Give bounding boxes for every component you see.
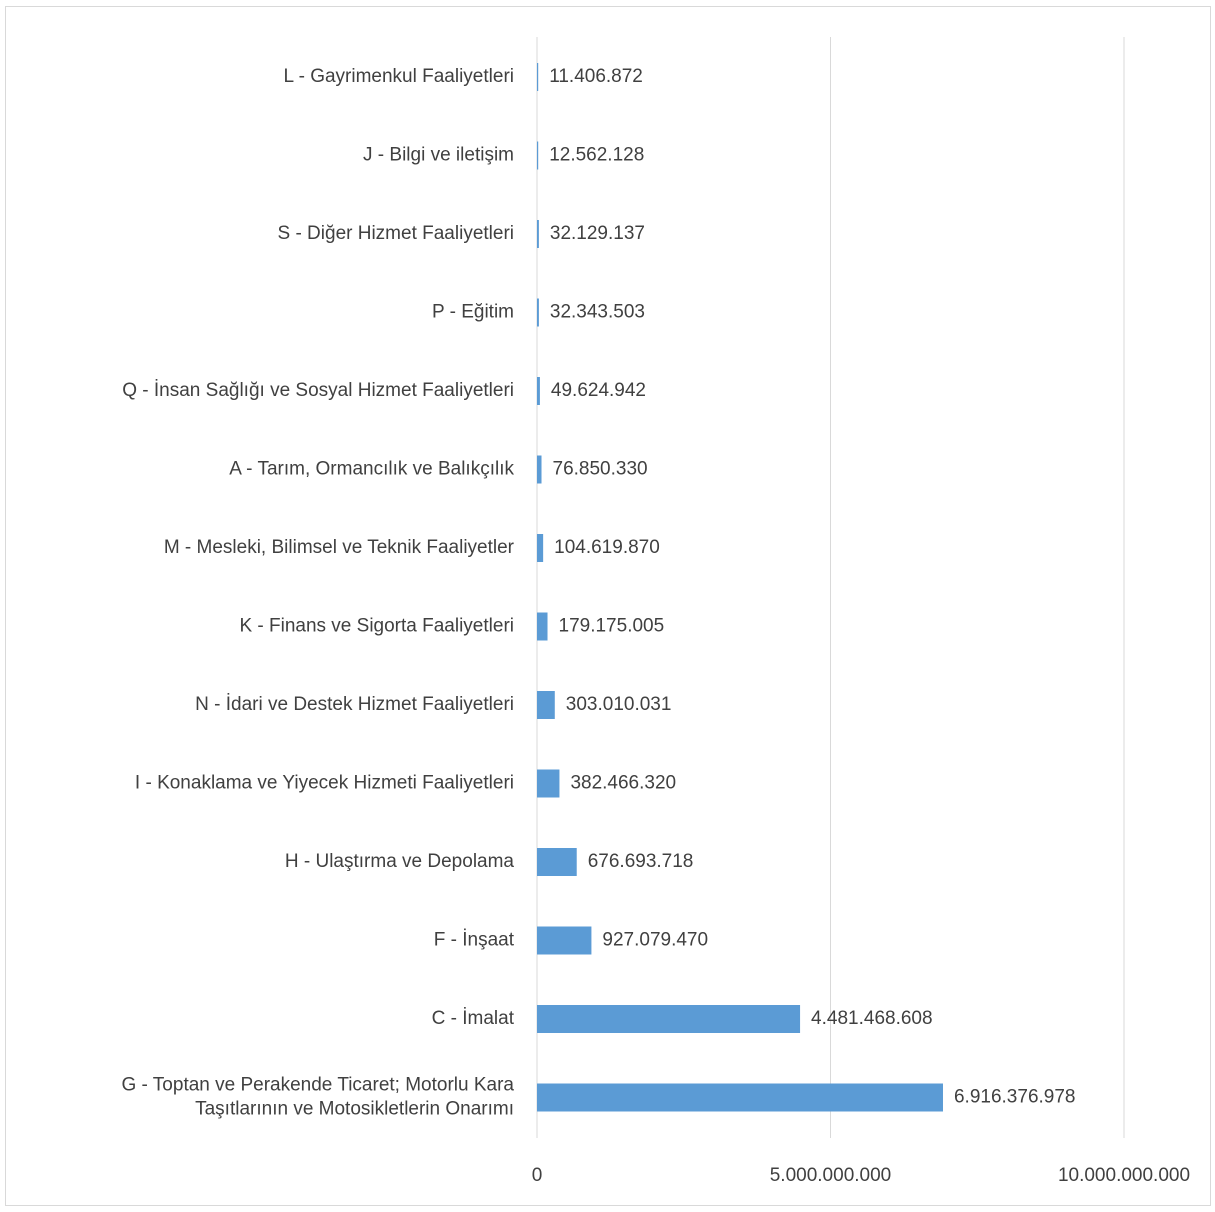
data-label: 927.079.470 <box>602 930 708 951</box>
category-label: N - İdari ve Destek Hizmet Faaliyetleri <box>195 694 514 715</box>
category-label: A - Tarım, Ormancılık ve Balıkçılık <box>229 459 514 480</box>
category-label: C - İmalat <box>432 1008 515 1029</box>
category-label: Taşıtlarının ve Motosikletlerin Onarımı <box>195 1099 514 1120</box>
bar <box>537 377 540 405</box>
bar <box>537 455 542 484</box>
x-tick-label: 5.000.000.000 <box>770 1165 892 1186</box>
data-label: 49.624.942 <box>551 380 646 401</box>
category-label: K - Finans ve Sigorta Faaliyetleri <box>239 616 514 637</box>
data-label: 6.916.376.978 <box>954 1087 1076 1108</box>
bar <box>537 612 548 641</box>
data-label: 32.129.137 <box>550 223 645 244</box>
x-tick-label: 0 <box>532 1165 543 1186</box>
bar <box>537 141 539 170</box>
data-label: 11.406.872 <box>549 66 643 87</box>
bar <box>537 1005 801 1033</box>
data-label: 32.343.503 <box>550 302 645 323</box>
category-label: M - Mesleki, Bilimsel ve Teknik Faaliyet… <box>164 537 515 558</box>
grid-layer <box>536 37 1125 1138</box>
data-label: 104.619.870 <box>554 537 660 558</box>
category-label: Q - İnsan Sağlığı ve Sosyal Hizmet Faali… <box>122 380 514 401</box>
bar <box>537 63 539 91</box>
tick-layer: 0 5.000.000.000 10.000.000.000 <box>532 1165 1190 1186</box>
bar <box>537 926 592 955</box>
data-label: 676.693.718 <box>588 851 694 872</box>
bar <box>537 534 544 562</box>
bar <box>537 1083 943 1112</box>
bar <box>537 769 560 798</box>
data-label: 179.175.005 <box>559 616 665 637</box>
category-label: F - İnşaat <box>434 930 515 951</box>
category-label: J - Bilgi ve iletişim <box>363 145 514 166</box>
bar-chart: 11.406.872 L - Gayrimenkul Faaliyetleri 12… <box>121 37 1190 1186</box>
category-label: H - Ulaştırma ve Depolama <box>285 851 515 872</box>
data-label: 382.466.320 <box>570 773 676 794</box>
label-layer: 11.406.872 L - Gayrimenkul Faaliyetleri 12… <box>121 66 1075 1120</box>
data-label: 4.481.468.608 <box>811 1008 933 1029</box>
bar-layer <box>537 63 943 1112</box>
category-label: P - Eğitim <box>432 302 514 323</box>
category-label: S - Diğer Hizmet Faaliyetleri <box>278 223 515 244</box>
category-label: L - Gayrimenkul Faaliyetleri <box>283 66 514 87</box>
category-label: G - Toptan ve Perakende Ticaret; Motorlu… <box>121 1075 514 1096</box>
data-label: 303.010.031 <box>566 694 672 715</box>
x-tick-label: 10.000.000.000 <box>1058 1165 1190 1186</box>
chart-frame: 11.406.872 L - Gayrimenkul Faaliyetleri 12… <box>5 6 1211 1206</box>
category-label: I - Konaklama ve Yiyecek Hizmeti Faaliye… <box>135 773 514 794</box>
bar <box>537 298 539 327</box>
data-label: 76.850.330 <box>553 459 648 480</box>
bar <box>537 848 577 876</box>
data-label: 12.562.128 <box>549 145 644 166</box>
bar <box>537 691 555 719</box>
bar <box>537 220 539 248</box>
